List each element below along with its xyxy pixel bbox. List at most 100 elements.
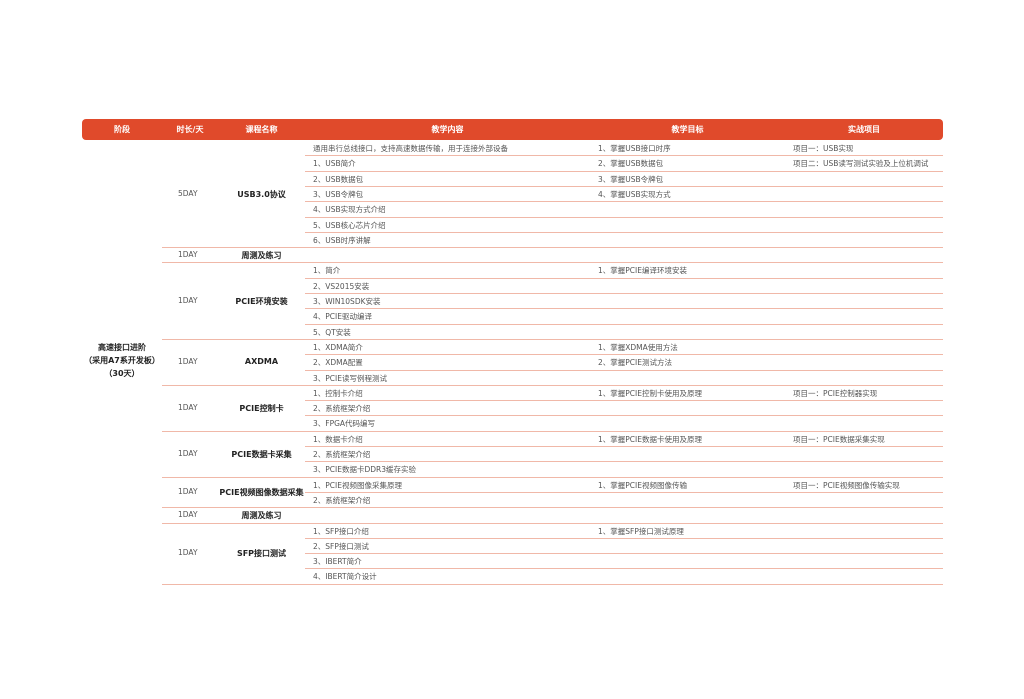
header-bar xyxy=(82,119,943,140)
row-line xyxy=(305,568,943,570)
content: 2、VS2015安装 xyxy=(313,281,370,291)
duration: 1DAY xyxy=(178,548,198,558)
content: 2、系统框架介绍 xyxy=(313,404,371,414)
duration: 1DAY xyxy=(178,402,198,412)
row-line xyxy=(305,155,943,157)
stage: （30天） xyxy=(104,368,140,378)
project: 项目二：USB读写测试实验及上位机调试 xyxy=(793,159,929,169)
content: 5、USB核心芯片介绍 xyxy=(313,220,386,230)
row-line xyxy=(305,553,943,555)
content: 2、SFP接口测试 xyxy=(313,541,369,551)
course-name: PCIE视频图像数据采集 xyxy=(219,487,304,497)
course-name: PCIE数据卡采集 xyxy=(231,449,292,459)
content: 3、FPGA代码编写 xyxy=(313,419,376,429)
content: 通用串行总线接口，支持高速数据传输，用于连接外部设备 xyxy=(313,144,508,153)
course-name: 周测及练习 xyxy=(241,510,282,520)
content: 2、XDMA配置 xyxy=(313,358,363,368)
goal: 2、掌握USB数据包 xyxy=(598,159,664,169)
course-name: SFP接口测试 xyxy=(236,549,287,559)
course-name: PCIE控制卡 xyxy=(239,403,284,413)
content: 4、PCIE驱动编译 xyxy=(313,312,372,322)
content: 1、PCIE视频图像采集原理 xyxy=(313,480,402,490)
duration: 1DAY xyxy=(178,249,198,259)
row-line xyxy=(305,369,943,371)
goal: 3、掌握USB令牌包 xyxy=(598,174,664,184)
row-line xyxy=(305,185,943,187)
row-line xyxy=(305,354,943,356)
content: 3、PCIE数据卡DDR3缓存实验 xyxy=(313,465,417,475)
content: 1、XDMA简介 xyxy=(313,342,363,352)
project: 项目一：PCIE数据采集实现 xyxy=(793,434,885,444)
content: 3、IBERT简介 xyxy=(313,557,362,567)
row-line xyxy=(305,216,943,218)
stage: （采用A7系开发板） xyxy=(84,355,160,365)
group-line xyxy=(162,583,943,585)
content: 6、USB时序讲解 xyxy=(313,235,371,245)
project: 项目一：PCIE控制器实现 xyxy=(793,388,878,398)
header-cell: 教学目标 xyxy=(671,125,704,134)
header-cell: 课程名称 xyxy=(245,125,278,134)
goal: 1、掌握SFP接口测试原理 xyxy=(598,526,684,536)
group-line xyxy=(162,262,943,264)
group-line xyxy=(162,247,943,249)
content: 1、控制卡介绍 xyxy=(313,388,363,398)
row-line xyxy=(305,170,943,172)
project: 项目一：PCIE视频图像传输实现 xyxy=(793,480,900,490)
duration: 1DAY xyxy=(178,356,198,366)
stage: 高速接口进阶 xyxy=(98,342,146,352)
content: 3、USB令牌包 xyxy=(313,189,364,199)
goal: 4、掌握USB实现方式 xyxy=(598,189,671,199)
row-line xyxy=(305,201,943,203)
row-line xyxy=(305,461,943,463)
row-line xyxy=(305,231,943,233)
content: 2、系统框架介绍 xyxy=(313,495,371,505)
header-cell: 教学内容 xyxy=(431,125,464,134)
goal: 1、掌握PCIE控制卡使用及原理 xyxy=(598,388,702,398)
group-line xyxy=(162,338,943,340)
content: 3、PCIE读写例程测试 xyxy=(313,373,387,383)
content: 2、USB数据包 xyxy=(313,174,364,184)
row-line xyxy=(305,400,943,402)
course-name: 周测及练习 xyxy=(241,250,282,260)
group-line xyxy=(162,384,943,386)
content: 4、USB实现方式介绍 xyxy=(313,205,386,215)
duration: 1DAY xyxy=(178,486,198,496)
group-line xyxy=(162,522,943,524)
content: 4、IBERT简介设计 xyxy=(313,572,377,582)
content: 1、USB简介 xyxy=(313,159,356,169)
content: 1、简介 xyxy=(313,266,341,276)
header-cell: 时长/天 xyxy=(176,125,204,134)
header-cell: 阶段 xyxy=(114,125,130,134)
content: 1、SFP接口介绍 xyxy=(313,526,369,536)
goal: 1、掌握XDMA使用方法 xyxy=(598,342,678,352)
content: 2、系统框架介绍 xyxy=(313,450,371,459)
group-line xyxy=(162,430,943,432)
row-line xyxy=(305,277,943,279)
group-line xyxy=(162,476,943,478)
row-line xyxy=(305,415,943,417)
goal: 1、掌握PCIE编译环境安装 xyxy=(598,266,687,276)
project: 项目一：USB实现 xyxy=(793,144,854,153)
goal: 2、掌握PCIE测试方法 xyxy=(598,358,672,368)
row-line xyxy=(305,293,943,294)
content: 5、QT安装 xyxy=(313,327,351,337)
duration: 5DAY xyxy=(178,188,198,198)
duration: 1DAY xyxy=(178,509,198,519)
group-line xyxy=(162,507,943,509)
row-line xyxy=(305,308,943,310)
goal: 1、掌握USB接口时序 xyxy=(598,144,671,153)
duration: 1DAY xyxy=(178,448,198,458)
course-name: PCIE环境安装 xyxy=(235,296,288,306)
course-name: USB3.0协议 xyxy=(237,189,286,199)
goal: 1、掌握PCIE视频图像传输 xyxy=(598,480,687,490)
goal: 1、掌握PCIE数据卡使用及原理 xyxy=(598,434,702,444)
duration: 1DAY xyxy=(178,295,198,305)
row-line xyxy=(305,323,943,325)
row-line xyxy=(305,446,943,447)
header-cell: 实战项目 xyxy=(848,125,880,134)
row-line xyxy=(305,537,943,539)
course-name: AXDMA xyxy=(244,356,279,366)
row-line xyxy=(305,491,943,493)
content: 3、WIN10SDK安装 xyxy=(313,297,381,306)
